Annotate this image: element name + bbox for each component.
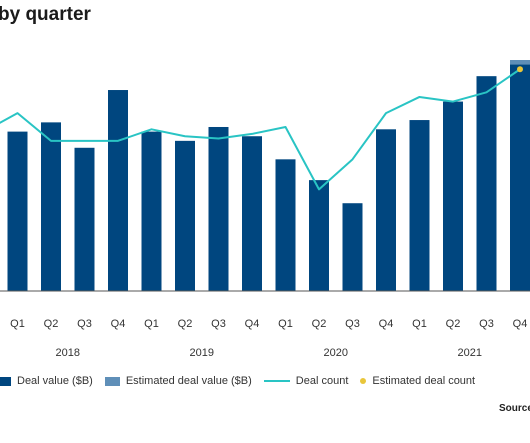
x-tick-label: Q4	[513, 318, 528, 330]
line-layer	[0, 66, 523, 191]
legend-item-estimated-deal-count: Estimated deal count	[360, 375, 475, 387]
deal-value-bar	[443, 101, 463, 291]
deal-count-line	[0, 68, 521, 191]
x-tick-label: Q4	[379, 318, 394, 330]
chart-title: by quarter	[0, 4, 91, 25]
x-tick-label: Q1	[278, 318, 293, 330]
legend-label-estimated-deal-value: Estimated deal value ($B)	[125, 375, 252, 387]
deal-value-bar	[108, 90, 128, 291]
legend-swatch-deal-count	[263, 380, 290, 382]
x-tick-label: Q2	[446, 318, 461, 330]
deal-value-bar	[175, 140, 195, 291]
x-tick-label: Q3	[77, 318, 92, 330]
legend-swatch-estimated-deal-count	[360, 378, 367, 384]
estimated-deal-count-point	[517, 66, 523, 73]
deal-value-bar	[275, 159, 296, 291]
deal-value-bar	[141, 131, 162, 291]
x-tick-label: Q3	[345, 318, 360, 330]
x-tick-label: Q2	[178, 318, 193, 330]
source-note: Source	[499, 403, 530, 414]
legend-label-deal-value: Deal value ($B)	[17, 375, 93, 387]
bars-layer	[7, 60, 530, 292]
x-tick-label: Q4	[245, 318, 260, 330]
x-tick-label: Q3	[479, 318, 494, 330]
deal-value-bar	[342, 203, 363, 291]
legend-swatch-deal-value	[0, 376, 11, 386]
deal-value-bar	[476, 76, 497, 291]
deal-value-bar	[409, 120, 430, 291]
legend: Deal value ($B) Estimated deal value ($B…	[0, 373, 475, 389]
deal-value-bar	[7, 131, 28, 291]
deal-value-bar	[376, 129, 396, 291]
year-label: 2018	[56, 347, 80, 359]
legend-swatch-estimated-deal-value	[104, 376, 120, 386]
deal-value-bar	[510, 64, 530, 292]
deal-value-bar	[41, 122, 61, 292]
x-tick-label: Q2	[312, 318, 327, 330]
year-label: 2021	[458, 347, 482, 359]
year-label: 2019	[190, 347, 214, 359]
chart-plot: Q1 Q2 Q3 Q4 Q1 Q2 Q3 Q4 Q1 Q2 Q3 Q4 Q1 Q2 Q3 Q4 2018 201…	[0, 60, 530, 359]
deal-value-bar	[74, 147, 95, 291]
tick-labels: Q1 Q2 Q3 Q4 Q1 Q2 Q3 Q4 Q1 Q2 Q3 Q4 Q1 Q2 Q3 Q4	[10, 318, 527, 330]
legend-label-estimated-deal-count: Estimated deal count	[372, 375, 476, 387]
deal-value-bar	[242, 136, 262, 291]
x-tick-label: Q2	[44, 318, 59, 330]
x-tick-label: Q3	[211, 318, 226, 330]
deal-value-bar	[309, 180, 329, 291]
legend-item-deal-count: Deal count	[263, 375, 349, 387]
year-labels: 2018 2019 2020 2021	[56, 347, 482, 359]
x-tick-label: Q1	[144, 318, 159, 330]
x-tick-label: Q4	[111, 318, 126, 330]
x-tick-label: Q1	[10, 318, 25, 330]
legend-label-deal-count: Deal count	[295, 375, 349, 387]
x-tick-label: Q1	[412, 318, 427, 330]
deal-value-bar	[208, 126, 229, 292]
legend-item-deal-value: Deal value ($B)	[0, 375, 93, 387]
legend-item-estimated-deal-value: Estimated deal value ($B)	[104, 375, 252, 387]
year-label: 2020	[324, 347, 348, 359]
